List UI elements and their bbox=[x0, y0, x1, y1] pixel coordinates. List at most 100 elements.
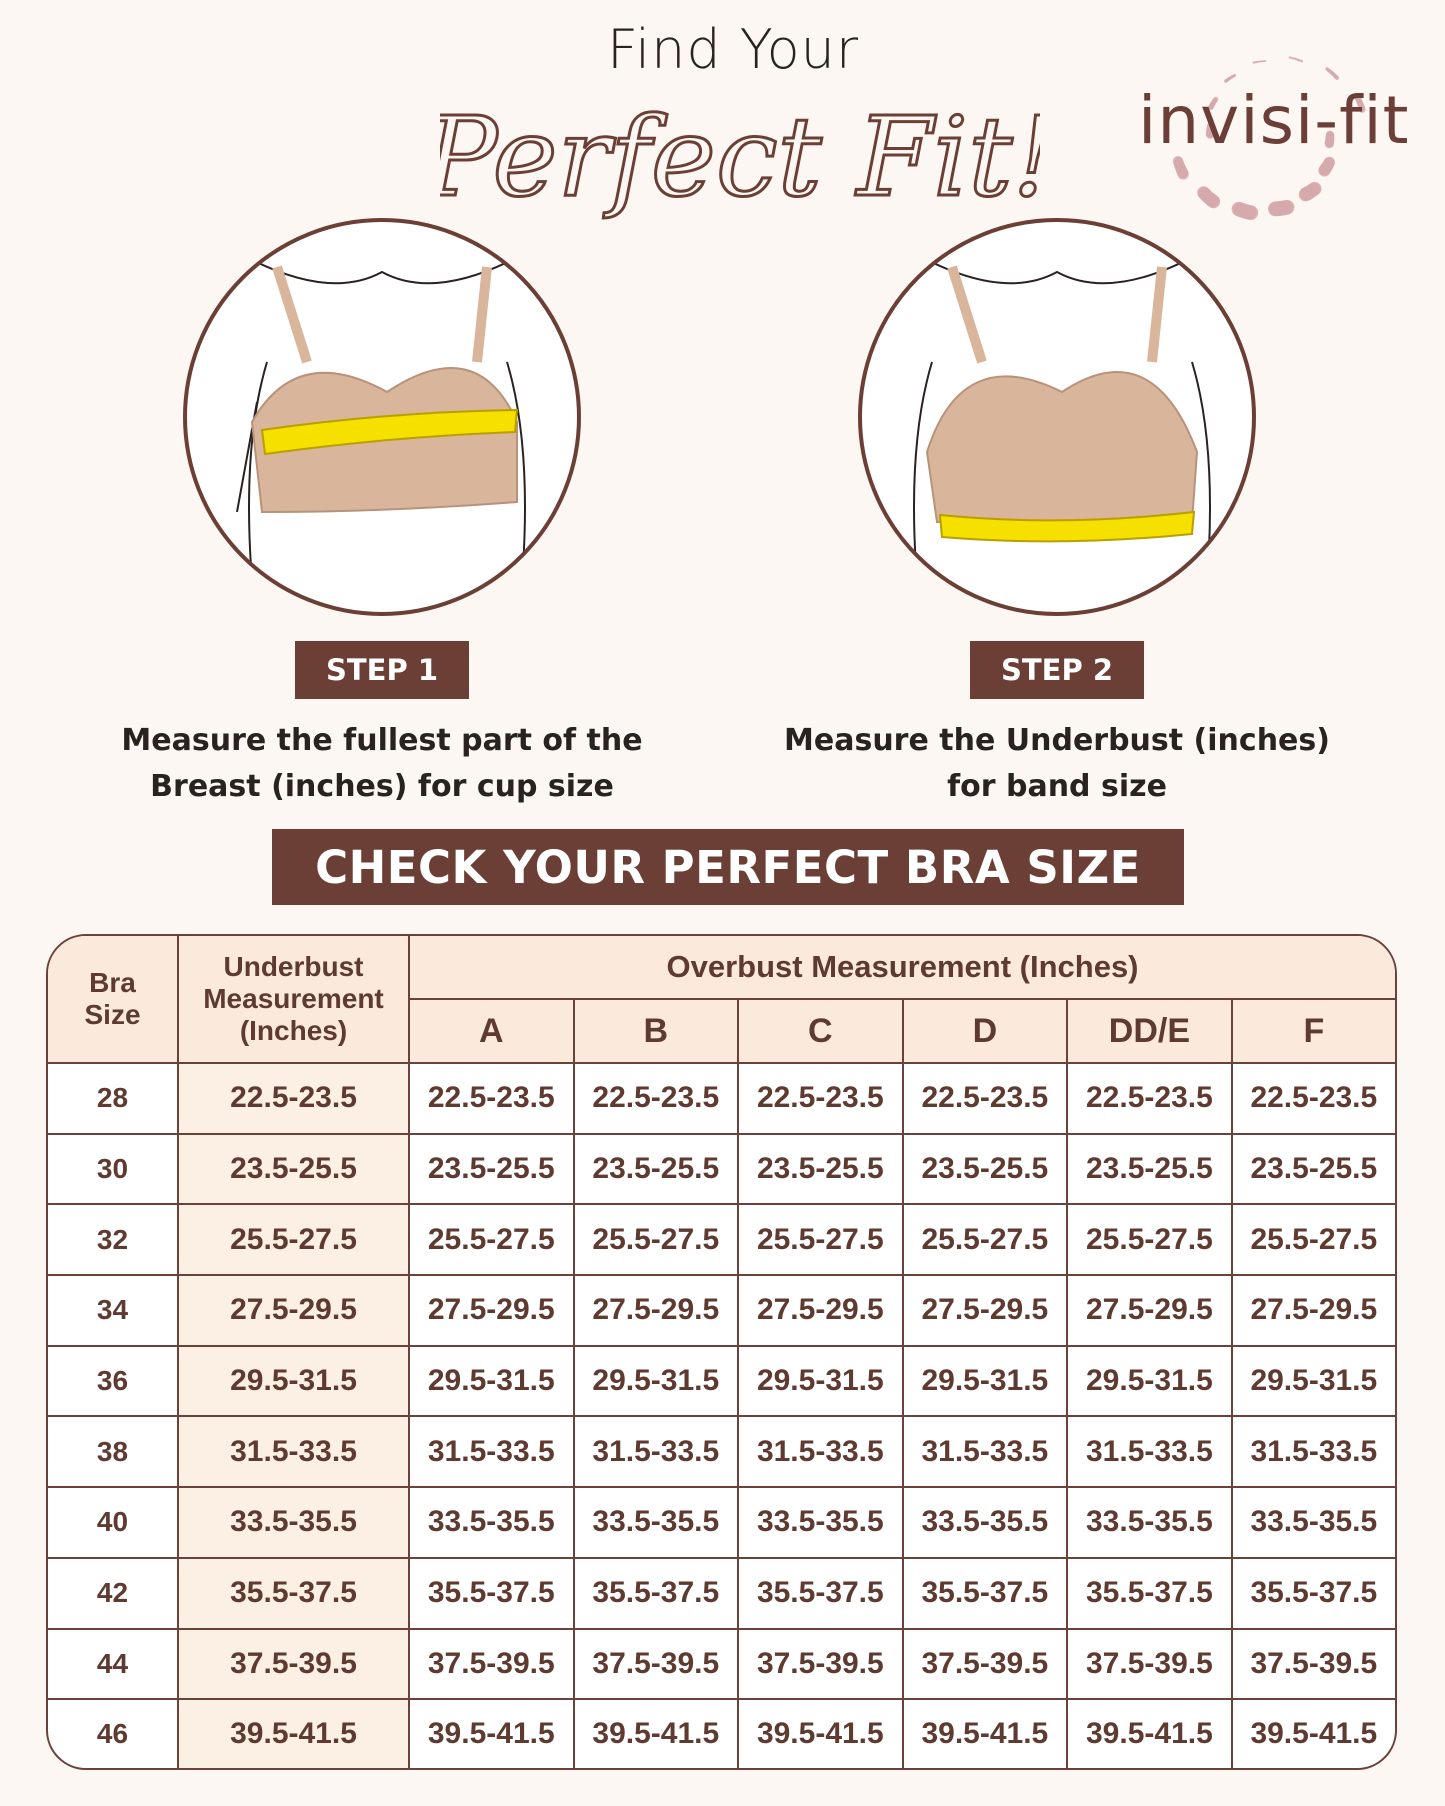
table-row: 46 39.5-41.5 39.5-41.5 39.5-41.5 39.5-41.5 39… bbox=[48, 1698, 1395, 1768]
overbust-cell: 35.5-37.5 bbox=[737, 1556, 904, 1630]
table-row: 36 29.5-31.5 29.5-31.5 29.5-31.5 29.5-31.5 29… bbox=[48, 1344, 1395, 1418]
underbust-cell: 23.5-25.5 bbox=[177, 1132, 410, 1206]
overbust-cell: 33.5-35.5 bbox=[901, 1486, 1069, 1559]
step1-illustration bbox=[183, 218, 581, 616]
underbust-cell: 29.5-31.5 bbox=[177, 1344, 410, 1418]
overbust-cell: 33.5-35.5 bbox=[572, 1486, 740, 1559]
bra-size-cell: 44 bbox=[48, 1627, 179, 1701]
overbust-cell: 27.5-29.5 bbox=[1066, 1274, 1233, 1347]
overbust-cell: 39.5-41.5 bbox=[1066, 1698, 1233, 1768]
bra-size-cell: 34 bbox=[48, 1274, 179, 1347]
underbust-cell: 35.5-37.5 bbox=[177, 1556, 410, 1630]
overbust-cell: 22.5-23.5 bbox=[901, 1062, 1069, 1135]
overbust-cell: 35.5-37.5 bbox=[1066, 1556, 1233, 1630]
overbust-cell: 35.5-37.5 bbox=[408, 1556, 575, 1630]
overbust-cell: 25.5-27.5 bbox=[737, 1203, 904, 1277]
bra-size-cell: 46 bbox=[48, 1698, 179, 1768]
header-cup-b: B bbox=[572, 998, 740, 1064]
overbust-cell: 27.5-29.5 bbox=[737, 1274, 904, 1347]
overbust-cell: 33.5-35.5 bbox=[1066, 1486, 1233, 1559]
overbust-cell: 22.5-23.5 bbox=[408, 1062, 575, 1135]
overbust-cell: 23.5-25.5 bbox=[572, 1132, 740, 1206]
table-row: 30 23.5-25.5 23.5-25.5 23.5-25.5 23.5-25.5 23… bbox=[48, 1132, 1395, 1206]
overbust-cell: 35.5-37.5 bbox=[1230, 1556, 1395, 1630]
logo-dot bbox=[1318, 164, 1331, 177]
overbust-cell: 39.5-41.5 bbox=[737, 1698, 904, 1768]
table-row: 34 27.5-29.5 27.5-29.5 27.5-29.5 27.5-29.5 27… bbox=[48, 1274, 1395, 1347]
title-find-your: Find Your bbox=[606, 18, 860, 81]
overbust-cell: 37.5-39.5 bbox=[408, 1627, 575, 1701]
logo-dot bbox=[1358, 106, 1366, 113]
logo-dot bbox=[1268, 201, 1283, 217]
header-underbust: Underbust Measurement (Inches) bbox=[177, 936, 410, 1064]
table-row: 28 22.5-23.5 22.5-23.5 22.5-23.5 22.5-23.5 22… bbox=[48, 1062, 1395, 1135]
overbust-cell: 27.5-29.5 bbox=[1230, 1274, 1395, 1347]
overbust-cell: 35.5-37.5 bbox=[901, 1556, 1069, 1630]
header-text: (Inches) bbox=[239, 1015, 348, 1046]
logo-dot bbox=[1264, 60, 1267, 62]
logo-dot bbox=[1300, 60, 1304, 63]
logo-dot bbox=[1334, 75, 1340, 80]
overbust-cell: 33.5-35.5 bbox=[737, 1486, 904, 1559]
underbust-cell: 33.5-35.5 bbox=[177, 1486, 410, 1559]
overbust-cell: 31.5-33.5 bbox=[1230, 1415, 1395, 1489]
bra-size-cell: 42 bbox=[48, 1556, 179, 1630]
overbust-cell: 29.5-31.5 bbox=[572, 1344, 740, 1418]
overbust-cell: 39.5-41.5 bbox=[572, 1698, 740, 1768]
overbust-cell: 39.5-41.5 bbox=[1230, 1698, 1395, 1768]
bra-size-cell: 28 bbox=[48, 1062, 179, 1135]
header-text: Bra bbox=[89, 967, 136, 998]
logo-dot bbox=[1172, 156, 1184, 167]
bra-size-cell: 32 bbox=[48, 1203, 179, 1277]
overbust-cell: 39.5-41.5 bbox=[901, 1698, 1069, 1768]
header-text: Measurement bbox=[203, 983, 384, 1014]
logo-dot bbox=[1207, 122, 1215, 130]
overbust-cell: 29.5-31.5 bbox=[408, 1344, 575, 1418]
overbust-cell: 23.5-25.5 bbox=[1066, 1132, 1233, 1206]
header-text: Underbust bbox=[223, 951, 364, 982]
table-row: 42 35.5-37.5 35.5-37.5 35.5-37.5 35.5-37.5 35… bbox=[48, 1556, 1395, 1630]
overbust-cell: 25.5-27.5 bbox=[572, 1203, 740, 1277]
step1-description: Measure the fullest part of the Breast (… bbox=[62, 718, 702, 810]
overbust-cell: 31.5-33.5 bbox=[572, 1415, 740, 1489]
bra-size-cell: 40 bbox=[48, 1486, 179, 1559]
overbust-cell: 23.5-25.5 bbox=[1230, 1132, 1395, 1206]
overbust-cell: 22.5-23.5 bbox=[1230, 1062, 1395, 1135]
overbust-cell: 22.5-23.5 bbox=[1066, 1062, 1233, 1135]
overbust-cell: 37.5-39.5 bbox=[572, 1627, 740, 1701]
step1-badge: STEP 1 bbox=[295, 641, 469, 699]
overbust-cell: 37.5-39.5 bbox=[901, 1627, 1069, 1701]
underbust-cell: 31.5-33.5 bbox=[177, 1415, 410, 1489]
header-text: Size bbox=[84, 999, 141, 1030]
step2-line2: for band size bbox=[947, 769, 1167, 804]
logo-dot bbox=[1298, 187, 1313, 202]
step2-illustration bbox=[858, 218, 1256, 616]
overbust-cell: 37.5-39.5 bbox=[737, 1627, 904, 1701]
header-cup-d: D bbox=[901, 998, 1069, 1064]
overbust-cell: 33.5-35.5 bbox=[1230, 1486, 1395, 1559]
overbust-cell: 29.5-31.5 bbox=[1066, 1344, 1233, 1418]
header-cup-c: C bbox=[737, 998, 904, 1064]
overbust-cell: 31.5-33.5 bbox=[737, 1415, 904, 1489]
script-title-text: Perfect Fit! bbox=[440, 93, 1040, 221]
underbust-cell: 27.5-29.5 bbox=[177, 1274, 410, 1347]
underbust-cell: 22.5-23.5 bbox=[177, 1062, 410, 1135]
header-cup-a: A bbox=[409, 998, 575, 1064]
bra-size-cell: 36 bbox=[48, 1344, 179, 1418]
overbust-cell: 29.5-31.5 bbox=[1230, 1344, 1395, 1418]
overbust-cell: 25.5-27.5 bbox=[408, 1203, 575, 1277]
overbust-cell: 29.5-31.5 bbox=[737, 1344, 904, 1418]
logo-dot bbox=[1197, 186, 1210, 200]
logo-dot bbox=[1231, 201, 1246, 217]
bra-size-cell: 30 bbox=[48, 1132, 179, 1206]
overbust-cell: 23.5-25.5 bbox=[901, 1132, 1069, 1206]
step2-badge: STEP 2 bbox=[970, 641, 1144, 699]
table-row: 44 37.5-39.5 37.5-39.5 37.5-39.5 37.5-39.5 37… bbox=[48, 1627, 1395, 1701]
overbust-cell: 31.5-33.5 bbox=[408, 1415, 575, 1489]
overbust-cell: 37.5-39.5 bbox=[1230, 1627, 1395, 1701]
perfect-fit-script-title: Perfect Fit! bbox=[440, 92, 1040, 223]
step1-line1: Measure the fullest part of the bbox=[121, 723, 643, 758]
overbust-cell: 23.5-25.5 bbox=[737, 1132, 904, 1206]
overbust-cell: 27.5-29.5 bbox=[572, 1274, 740, 1347]
overbust-cell: 39.5-41.5 bbox=[408, 1698, 575, 1768]
